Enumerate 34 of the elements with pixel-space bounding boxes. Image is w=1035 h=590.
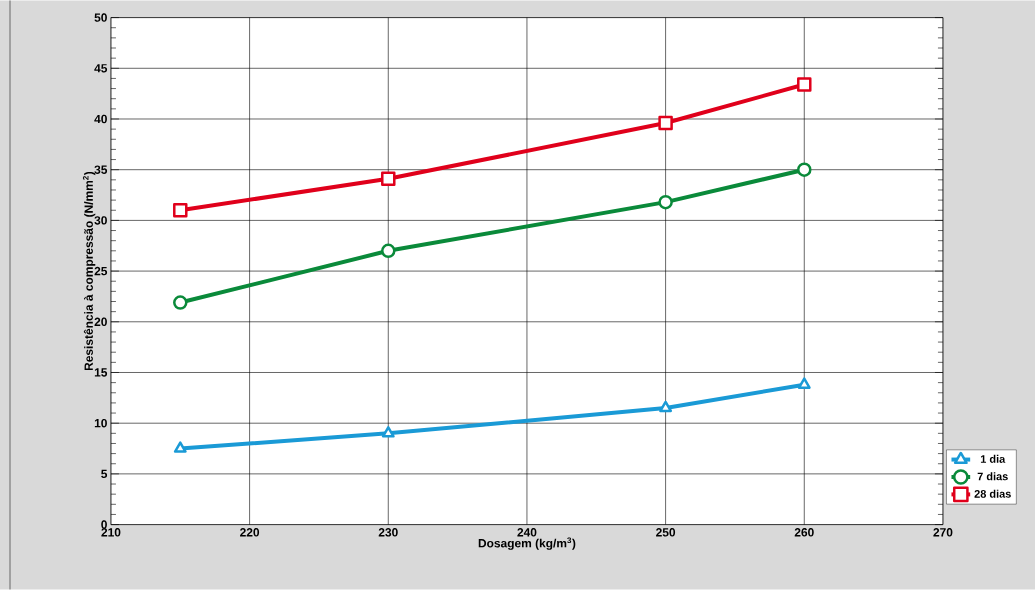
x-tick-label: 250 <box>656 528 676 537</box>
point <box>658 115 673 131</box>
x-tick-label: 240 <box>517 528 537 537</box>
point <box>173 203 188 218</box>
legend-label: 7 dias <box>977 472 1008 481</box>
y-tick-label: 40 <box>94 114 107 124</box>
legend-label: 1 dia <box>980 454 1006 463</box>
x-axis-title: Dosagem (kg/m$^{3}$) <box>478 537 576 550</box>
x-tick-label: 260 <box>794 528 814 537</box>
point <box>173 295 188 310</box>
y-tick-label: 30 <box>94 216 107 225</box>
y-tick-label: 45 <box>94 64 108 73</box>
y-tick-label: 25 <box>94 266 108 276</box>
point <box>797 77 812 92</box>
y-tick-label: 50 <box>94 13 107 22</box>
y-tick-label: 5 <box>101 469 108 479</box>
point <box>381 243 396 259</box>
legend-label: 28 dias <box>974 489 1011 498</box>
y-tick-label: 15 <box>94 368 108 377</box>
x-tick-label: 230 <box>378 528 398 537</box>
point <box>659 400 673 413</box>
point <box>173 441 187 453</box>
point <box>658 194 673 210</box>
x-tick-label: 220 <box>240 528 260 537</box>
point <box>381 171 396 187</box>
point <box>797 162 812 177</box>
x-tick-label: 270 <box>933 528 953 537</box>
point <box>381 426 395 438</box>
y-tick-label: 10 <box>94 418 107 428</box>
point <box>797 377 811 389</box>
y-tick-label: 20 <box>94 317 107 327</box>
y-tick-label: 35 <box>94 165 108 174</box>
y-tick-label: 0 <box>101 520 107 529</box>
x-tick-label: 210 <box>101 528 121 537</box>
